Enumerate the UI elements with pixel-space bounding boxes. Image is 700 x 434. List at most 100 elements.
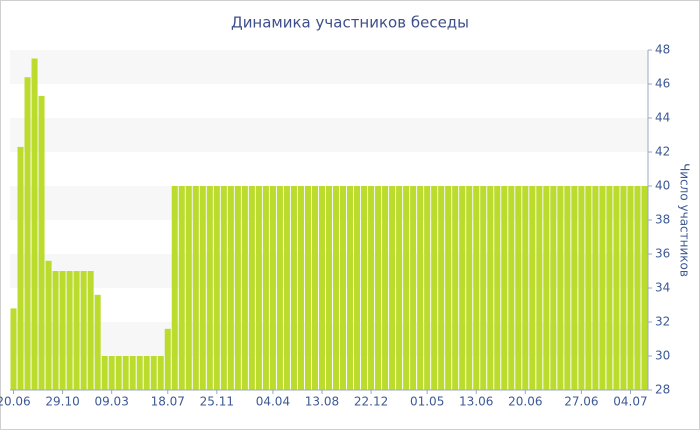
- bar: [59, 271, 66, 390]
- bar: [332, 186, 340, 390]
- x-tick-label: 27.06: [564, 395, 598, 409]
- bar: [227, 186, 234, 390]
- bar: [276, 186, 283, 390]
- bar: [248, 186, 255, 390]
- bar: [157, 356, 164, 390]
- bar: [73, 271, 80, 390]
- x-tick-label: 04.07: [613, 395, 647, 409]
- bar: [297, 186, 304, 390]
- bar: [515, 186, 522, 390]
- bar: [262, 186, 269, 390]
- bar: [52, 271, 59, 390]
- bar: [417, 186, 424, 390]
- bar: [129, 356, 136, 390]
- bar: [185, 186, 192, 390]
- bar: [368, 186, 375, 390]
- bar: [557, 186, 564, 390]
- bar: [340, 186, 347, 390]
- bar: [347, 186, 354, 390]
- bar: [613, 186, 620, 390]
- bar: [38, 95, 45, 391]
- y-tick-label: 34: [655, 281, 670, 295]
- bar: [304, 186, 311, 390]
- bar: [536, 186, 543, 390]
- bar: [31, 58, 38, 390]
- bar: [501, 186, 508, 390]
- x-tick-label: 29.10: [45, 395, 79, 409]
- bar: [241, 186, 248, 390]
- x-tick-label: 25.11: [200, 395, 234, 409]
- y-tick-label: 32: [655, 315, 670, 329]
- bar: [459, 186, 466, 390]
- bar: [494, 186, 501, 390]
- bar: [45, 260, 52, 390]
- bar: [311, 186, 318, 390]
- grid-band: [10, 118, 648, 152]
- bar: [192, 186, 199, 390]
- bar: [599, 186, 606, 390]
- bar: [585, 186, 592, 390]
- bar: [290, 186, 297, 390]
- bar: [66, 271, 73, 390]
- bar: [403, 186, 410, 390]
- bar: [641, 186, 648, 390]
- bar: [122, 356, 129, 390]
- y-tick-label: 30: [655, 349, 670, 363]
- y-tick-label: 36: [655, 247, 670, 261]
- bar: [424, 186, 431, 390]
- bar: [578, 186, 585, 390]
- bar: [627, 186, 634, 390]
- bar: [452, 186, 459, 390]
- x-tick-label: 20.06: [0, 395, 31, 409]
- y-tick-label: 42: [655, 145, 670, 159]
- bar: [87, 271, 94, 390]
- bar: [571, 186, 578, 390]
- bar: [17, 146, 24, 390]
- bar: [634, 186, 641, 390]
- x-tick-label: 13.06: [459, 395, 493, 409]
- bar: [396, 186, 403, 390]
- bar: [438, 186, 445, 390]
- bar: [178, 186, 185, 390]
- bar: [389, 186, 396, 390]
- x-tick-label: 01.05: [410, 395, 444, 409]
- bar: [445, 186, 452, 390]
- bar: [361, 186, 368, 390]
- y-tick-label: 40: [655, 179, 670, 193]
- bar: [431, 186, 438, 390]
- bar: [94, 294, 101, 390]
- bar: [592, 186, 599, 390]
- bar: [101, 356, 108, 390]
- bar: [466, 186, 473, 390]
- x-tick-label: 09.03: [94, 395, 128, 409]
- bar: [24, 77, 31, 390]
- y-axis-title: Число участников: [678, 163, 692, 277]
- bar: [480, 186, 487, 390]
- bar: [115, 356, 122, 390]
- bar: [375, 186, 382, 390]
- bar: [529, 186, 536, 390]
- bar: [164, 328, 171, 390]
- bar: [382, 186, 389, 390]
- bar: [10, 308, 17, 390]
- x-tick-label: 18.07: [151, 395, 185, 409]
- y-tick-label: 38: [655, 213, 670, 227]
- bar: [410, 186, 417, 390]
- bar: [620, 186, 627, 390]
- bar: [508, 186, 515, 390]
- bar: [543, 186, 550, 390]
- x-tick-label: 20.06: [508, 395, 542, 409]
- bar: [564, 186, 571, 390]
- y-tick-label: 28: [655, 383, 670, 397]
- y-tick-label: 46: [655, 77, 670, 91]
- bar: [199, 186, 206, 390]
- bar: [487, 186, 494, 390]
- bar: [550, 186, 557, 390]
- bar: [325, 186, 333, 390]
- x-tick-label: 13.08: [305, 395, 339, 409]
- x-tick-label: 04.04: [256, 395, 290, 409]
- bar: [150, 356, 157, 390]
- bar: [269, 186, 276, 390]
- bar: [136, 356, 143, 390]
